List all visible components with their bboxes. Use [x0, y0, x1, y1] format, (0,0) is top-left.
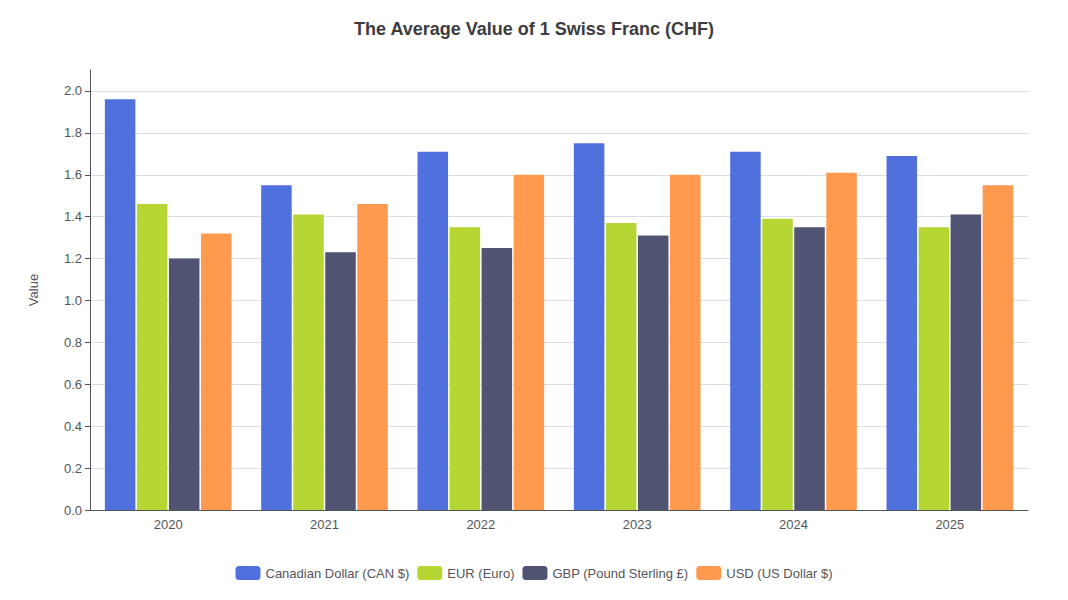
svg-text:2023: 2023	[623, 517, 652, 532]
svg-text:EUR (Euro): EUR (Euro)	[447, 566, 514, 581]
svg-text:1.2: 1.2	[64, 251, 82, 266]
svg-text:2021: 2021	[310, 517, 339, 532]
svg-text:0.4: 0.4	[64, 419, 82, 434]
svg-text:0.0: 0.0	[64, 503, 82, 518]
svg-text:0.2: 0.2	[64, 461, 82, 476]
svg-text:2.0: 2.0	[64, 83, 82, 98]
svg-text:0.8: 0.8	[64, 335, 82, 350]
svg-text:0.6: 0.6	[64, 377, 82, 392]
svg-text:Value: Value	[26, 274, 41, 306]
svg-text:1.0: 1.0	[64, 293, 82, 308]
svg-text:The Average Value of 1 Swiss F: The Average Value of 1 Swiss Franc (CHF)	[354, 19, 714, 39]
svg-text:2024: 2024	[779, 517, 808, 532]
svg-text:GBP (Pound Sterling £): GBP (Pound Sterling £)	[552, 566, 688, 581]
svg-text:1.6: 1.6	[64, 167, 82, 182]
svg-text:2025: 2025	[935, 517, 964, 532]
svg-text:Canadian Dollar (CAN $): Canadian Dollar (CAN $)	[266, 566, 410, 581]
svg-text:1.4: 1.4	[64, 209, 82, 224]
svg-text:2020: 2020	[154, 517, 183, 532]
svg-text:2022: 2022	[466, 517, 495, 532]
svg-text:USD (US Dollar $): USD (US Dollar $)	[726, 566, 832, 581]
svg-text:1.8: 1.8	[64, 125, 82, 140]
